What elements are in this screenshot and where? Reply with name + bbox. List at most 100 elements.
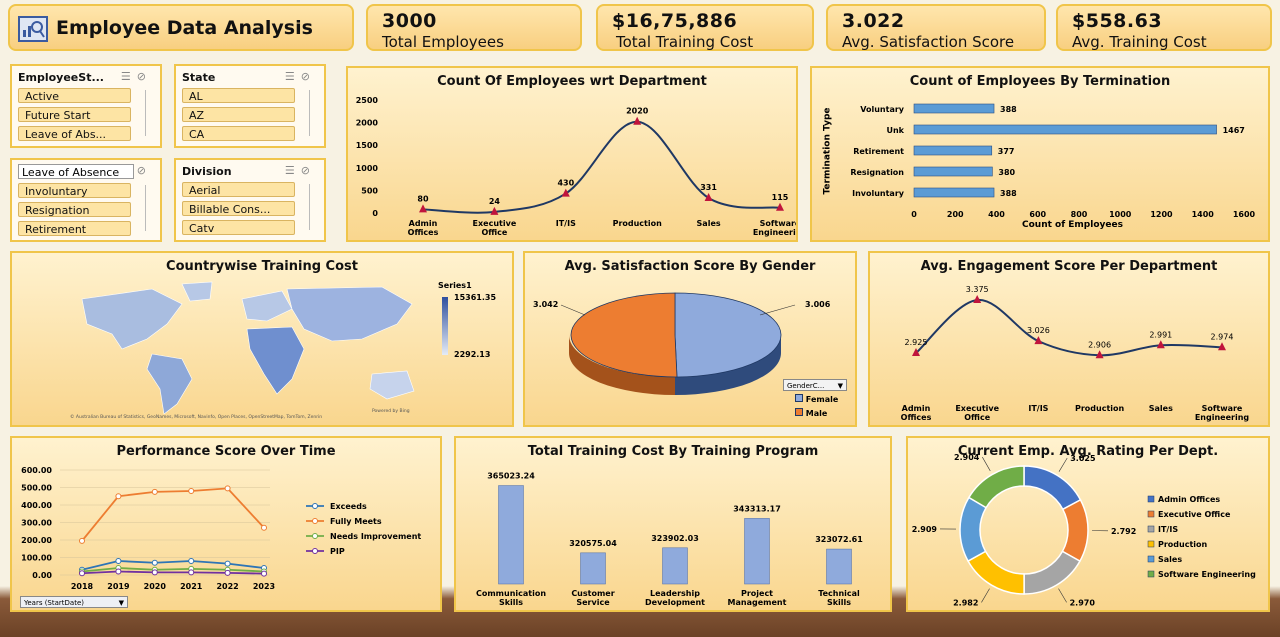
- legend-swatch: [795, 408, 803, 416]
- slicer-scrollbar[interactable]: [145, 90, 152, 136]
- chart-training-program[interactable]: Total Training Cost By Training Program …: [454, 436, 892, 612]
- chart-rating[interactable]: Current Emp. Avg. Rating Per Dept. 3.025…: [906, 436, 1270, 612]
- slicer-item[interactable]: Active: [18, 88, 131, 103]
- data-point: [188, 569, 195, 576]
- y-tick-label: 400.00: [21, 501, 52, 510]
- x-tick-label: Production: [1075, 404, 1125, 413]
- y-tick-label: Resignation: [850, 168, 904, 177]
- greenland-shape: [181, 281, 213, 302]
- legend-gradient: [442, 297, 448, 355]
- data-label: 2.906: [1088, 340, 1111, 349]
- y-tick-label: Unk: [886, 126, 904, 135]
- legend-marker: [312, 548, 318, 554]
- x-tick-label: Sales: [1149, 404, 1173, 413]
- page-title: Employee Data Analysis: [56, 17, 313, 39]
- slicer-item[interactable]: Leave of Abs...: [18, 126, 131, 141]
- data-label: 2.925: [905, 338, 928, 347]
- dropdown-arrow-icon: ▼: [837, 382, 843, 390]
- legend-label: Exceeds: [330, 502, 367, 511]
- south-america-shape: [146, 353, 193, 415]
- leader-line: [560, 304, 586, 316]
- slicer-termination-type[interactable]: Leave of Absence ⊘ Involuntary Resignati…: [10, 158, 162, 242]
- slicer-scrollbar[interactable]: [309, 90, 316, 136]
- slicer-item[interactable]: Aerial: [182, 182, 295, 197]
- x-tick-label: IT/IS: [556, 219, 576, 228]
- slicer-employee-status[interactable]: EmployeeSt... ☰⊘ Active Future Start Lea…: [10, 64, 162, 148]
- slicer-title: State: [182, 71, 216, 84]
- x-tick-label: 600: [1029, 210, 1046, 219]
- y-tick-label: 200.00: [21, 536, 52, 545]
- x-tick-label: 1200: [1150, 210, 1173, 219]
- data-point: [115, 493, 122, 500]
- slicer-state[interactable]: State ☰⊘ AL AZ CA: [174, 64, 326, 148]
- slicer-item[interactable]: Retirement: [18, 221, 131, 236]
- slicer-item[interactable]: Catv: [182, 220, 295, 235]
- chart-engagement[interactable]: Avg. Engagement Score Per Department 2.9…: [868, 251, 1270, 427]
- chart-title: Current Emp. Avg. Rating Per Dept.: [957, 444, 1219, 459]
- slicer-item[interactable]: Involuntary: [18, 183, 131, 198]
- multiselect-clear-filter-icon[interactable]: ☰⊘: [120, 70, 152, 83]
- slicer-scrollbar[interactable]: [309, 184, 316, 230]
- x-tick-label: Admin Offices: [901, 404, 932, 422]
- x-tick-label: 400: [988, 210, 1005, 219]
- legend-label: Production: [1158, 540, 1208, 549]
- legend-label: Software Engineering: [1158, 570, 1256, 579]
- data-point: [79, 570, 85, 577]
- chart-plot: 0 500 1000 1500 2000 2500 80 Admin Offices 24 Exec…: [356, 96, 796, 237]
- chart-satisfaction-gender[interactable]: Avg. Satisfaction Score By Gender 3.006 3…: [523, 251, 857, 427]
- chart-performance[interactable]: Performance Score Over Time 0.00 100.00 20…: [10, 436, 442, 612]
- legend-label: Needs Improvement: [330, 532, 421, 541]
- chart-title: Avg. Engagement Score Per Department: [920, 259, 1218, 274]
- data-point: [704, 193, 713, 202]
- clear-filter-icon[interactable]: ⊘: [136, 164, 152, 177]
- slicer-item[interactable]: Resignation: [18, 202, 131, 217]
- slicer-item[interactable]: Future Start: [18, 107, 131, 122]
- chart-department-count[interactable]: Count Of Employees wrt Department 0 500 10…: [346, 66, 798, 242]
- multiselect-clear-filter-icon[interactable]: ☰⊘: [284, 164, 316, 177]
- leader-line: [759, 304, 796, 316]
- data-label: 2.974: [1211, 332, 1234, 341]
- leader-line: [982, 456, 991, 472]
- slicer-item[interactable]: CA: [182, 126, 295, 141]
- data-label: 331: [700, 183, 717, 192]
- data-label: 388: [1000, 189, 1017, 198]
- data-point: [151, 559, 158, 566]
- chart-title: Count of Employees By Termination: [909, 74, 1171, 89]
- gender-filter-button[interactable]: GenderC... ▼: [783, 379, 847, 391]
- bar: [913, 166, 993, 177]
- slicer-item[interactable]: AL: [182, 88, 295, 103]
- data-label: 3.042: [533, 300, 558, 309]
- years-filter-button[interactable]: Years (StartDate) ▼: [20, 596, 128, 608]
- x-tick-label: 1600: [1233, 210, 1256, 219]
- x-tick-label: Executive Office: [473, 219, 517, 237]
- series-line: [81, 570, 265, 575]
- chart-plot: 3.006 3.042: [533, 292, 831, 395]
- data-point: [1034, 336, 1043, 345]
- y-tick-label: 0: [372, 209, 378, 218]
- data-label: 2020: [626, 107, 649, 116]
- x-tick-label: Admin Offices: [408, 219, 439, 237]
- bar: [913, 187, 995, 198]
- asia-shape: [286, 286, 413, 342]
- legend-swatch: [1147, 510, 1155, 518]
- slicer-item[interactable]: AZ: [182, 107, 295, 122]
- slicer-item[interactable]: Billable Cons...: [182, 201, 295, 216]
- bar: [662, 547, 688, 585]
- filter-label: GenderC...: [787, 382, 825, 390]
- chart-termination[interactable]: Count of Employees By Termination Termin…: [810, 66, 1270, 242]
- multiselect-clear-filter-icon[interactable]: ☰⊘: [284, 70, 316, 83]
- x-tick-label: 1000: [1109, 210, 1132, 219]
- data-point: [115, 568, 122, 575]
- slicer-scrollbar[interactable]: [145, 185, 152, 231]
- data-label: 320575.04: [569, 539, 617, 548]
- map-powered-by: Powered by Bing: [372, 409, 410, 414]
- series-line: [915, 298, 1223, 357]
- data-point: [1156, 340, 1165, 349]
- slicer-division[interactable]: Division ☰⊘ Aerial Billable Cons... Catv: [174, 158, 326, 242]
- chart-title: Performance Score Over Time: [116, 444, 336, 459]
- x-tick-label: 1400: [1192, 210, 1215, 219]
- data-point: [1095, 350, 1104, 359]
- y-tick-label: 500: [361, 186, 378, 195]
- chart-country-map[interactable]: Countrywise Training Cost Series1 15361.…: [10, 251, 514, 427]
